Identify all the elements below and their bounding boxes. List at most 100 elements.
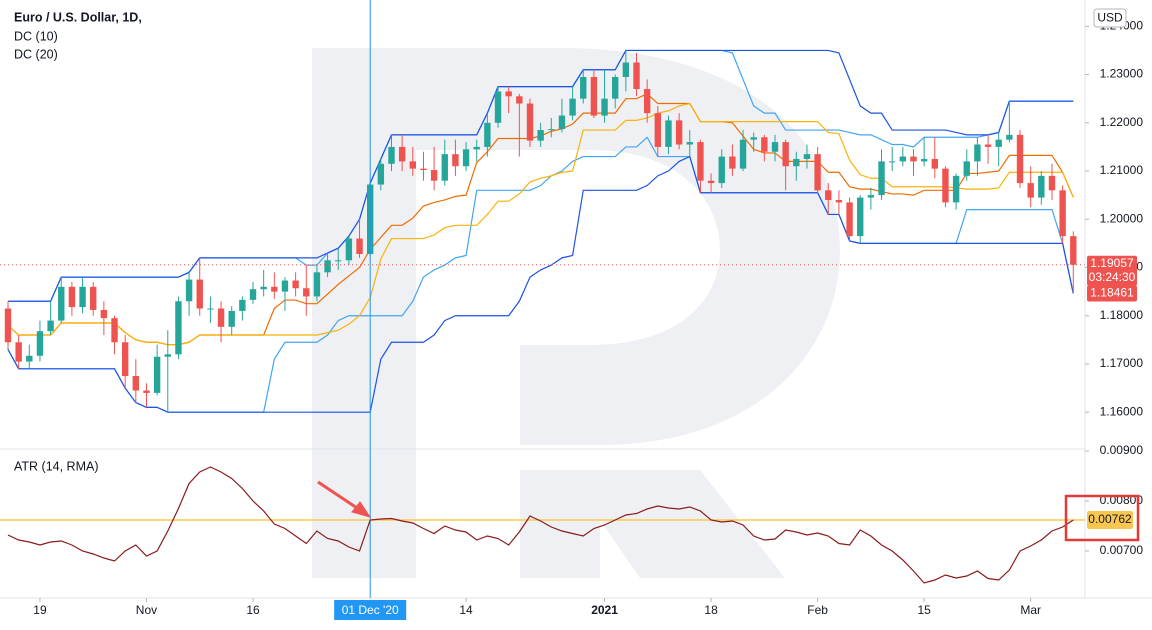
- dc-middle: [7, 102, 1074, 346]
- candle-body: [580, 76, 587, 99]
- candle-body: [931, 158, 938, 169]
- dc-lower: [7, 155, 1074, 413]
- candle-body: [335, 260, 342, 262]
- candle-body: [409, 161, 416, 169]
- chart-title: Euro / U.S. Dollar, 1D,: [14, 10, 142, 24]
- candle-body: [963, 161, 970, 176]
- candle-body: [825, 190, 832, 200]
- candle-body: [548, 129, 555, 131]
- candle-body: [430, 170, 438, 181]
- low-price-box: [1087, 285, 1137, 302]
- candle-body: [771, 142, 779, 152]
- indicator-label: ATR (14, RMA): [14, 459, 99, 473]
- candle-body: [537, 130, 544, 141]
- x-tick-label: 18: [704, 603, 718, 617]
- last-price-label: 1.19057: [1090, 256, 1134, 270]
- candle-body: [420, 168, 427, 171]
- candle-body: [558, 115, 566, 130]
- candle-body: [612, 76, 619, 99]
- candle-body: [718, 156, 725, 184]
- atr-line: [7, 466, 1074, 584]
- candle-body: [239, 299, 246, 311]
- y-tick-label: 1.16000: [1100, 404, 1144, 418]
- y-tick-label: 0.00900: [1100, 443, 1144, 457]
- candle-body: [356, 238, 363, 255]
- candle-body: [153, 356, 161, 393]
- y-tick-label: 0.00700: [1100, 543, 1144, 557]
- candle-body: [643, 89, 651, 114]
- y-tick-label: 1.22000: [1100, 115, 1144, 129]
- highlight-box: [1064, 494, 1140, 542]
- candle-body: [484, 122, 491, 147]
- candle-body: [888, 161, 896, 163]
- candle-body: [217, 308, 225, 327]
- y-tick-label: 1.18000: [1100, 308, 1144, 322]
- candle-body: [952, 175, 960, 203]
- candle-body: [292, 280, 299, 289]
- indicator-label: DC (20): [14, 47, 58, 61]
- atr-value-label: 0.00762: [1088, 512, 1132, 526]
- candle-body: [26, 355, 33, 362]
- candle-body: [665, 120, 672, 147]
- x-tick-label: 16: [246, 603, 260, 617]
- y-tick-label: 1.23000: [1100, 67, 1144, 81]
- candle-body: [505, 91, 512, 97]
- candle-body: [281, 280, 289, 292]
- candle-body: [79, 286, 86, 308]
- dc-upper: [7, 49, 1074, 302]
- candle-body: [867, 195, 875, 198]
- arrow: [317, 480, 372, 518]
- candle-body: [90, 286, 97, 310]
- crosshair-label-box: [334, 600, 407, 620]
- candle-body: [739, 139, 747, 169]
- candle-body: [601, 98, 608, 116]
- countdown-label: 03:24:30: [1089, 270, 1136, 284]
- candle-body: [654, 113, 662, 147]
- candle-body: [1006, 134, 1013, 140]
- candle-body: [793, 158, 800, 167]
- candle-body: [377, 163, 385, 185]
- candle-body: [526, 103, 534, 141]
- candle-body: [1070, 236, 1077, 265]
- candle-body: [750, 137, 757, 140]
- candle-body: [388, 146, 395, 164]
- crosshair-label: 01 Dec '20: [342, 603, 399, 617]
- candle-body: [1048, 175, 1056, 191]
- y-tick-label: 1.17000: [1100, 356, 1144, 370]
- y-tick-label: 1.20000: [1100, 211, 1144, 225]
- last-price-box: [1087, 255, 1137, 286]
- y-tick-label: 1.21000: [1100, 163, 1144, 177]
- candle-body: [984, 144, 992, 147]
- candle-body: [1059, 190, 1066, 237]
- candle-body: [36, 331, 44, 356]
- candle-body: [164, 354, 171, 357]
- candle-body: [910, 156, 917, 162]
- candle-body: [857, 197, 864, 237]
- candle-body: [111, 318, 118, 343]
- candle-body: [729, 156, 736, 169]
- candle-body: [452, 154, 459, 167]
- atr-value-box: [1087, 511, 1133, 529]
- candle-body: [228, 310, 235, 327]
- candle-body: [1038, 175, 1045, 198]
- candle-body: [441, 154, 448, 181]
- candle-body: [345, 238, 353, 261]
- candle-body: [622, 62, 630, 77]
- candle-body: [633, 62, 640, 90]
- candle-body: [271, 286, 278, 292]
- candle-body: [58, 286, 65, 321]
- candle-body: [15, 342, 22, 362]
- x-tick-label: 14: [459, 603, 473, 617]
- candle-body: [899, 156, 907, 162]
- candle-body: [100, 309, 108, 319]
- candle-body: [782, 142, 789, 167]
- candle-body: [313, 272, 321, 297]
- x-tick-label: 2021: [591, 603, 618, 617]
- candle-body: [1027, 183, 1034, 198]
- x-tick-label: 15: [917, 603, 931, 617]
- candle-body: [835, 199, 843, 203]
- x-tick-label: Feb: [807, 603, 828, 617]
- candle-body: [196, 279, 203, 309]
- x-tick-label: Nov: [136, 603, 157, 617]
